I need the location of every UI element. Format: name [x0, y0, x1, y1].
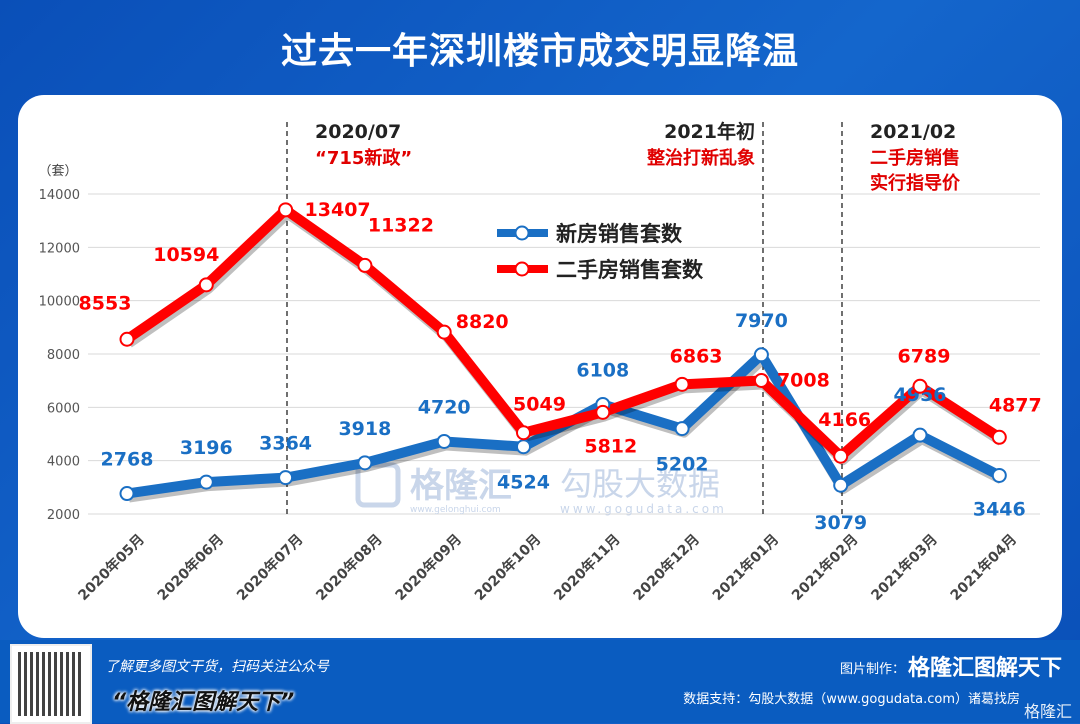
y-tick-label: 2000 [47, 508, 80, 523]
x-tick-label: 2020年11月 [550, 531, 623, 604]
x-tick-label: 2020年07月 [233, 531, 306, 604]
data-label: 7970 [735, 310, 788, 332]
qr-code [10, 644, 92, 724]
data-point [436, 433, 452, 449]
data-point [833, 448, 849, 464]
data-label: 7008 [777, 369, 830, 391]
data-label: 8820 [456, 311, 509, 333]
data-point [753, 347, 769, 363]
y-tick-label: 14000 [39, 188, 80, 203]
made-by-label: 图片制作： [839, 662, 905, 677]
annotation-text: 实行指导价 [870, 172, 961, 194]
annotation-title: 2021/02 [870, 121, 956, 143]
data-label: 5049 [513, 394, 566, 416]
data-label: 4720 [418, 396, 471, 418]
annotation-title: 2020/07 [315, 121, 401, 143]
data-label: 4877 [989, 394, 1042, 416]
data-point [357, 257, 373, 273]
data-label: 4166 [818, 409, 871, 431]
data-point [595, 404, 611, 420]
data-point [991, 467, 1007, 483]
y-axis-label: （套） [38, 163, 77, 179]
data-point [278, 470, 294, 486]
data-label: 3446 [973, 498, 1026, 520]
data-point [278, 202, 294, 218]
annotation-text: “715新政” [315, 147, 412, 169]
data-support: 数据支持：勾股大数据（www.gogudata.com）诸葛找房 [683, 692, 1020, 707]
data-label: 13407 [305, 199, 371, 221]
data-point [674, 421, 690, 437]
watermark-logo-icon [355, 462, 401, 508]
page-title: 过去一年深圳楼市成交明显降温 [280, 31, 799, 72]
data-point [357, 455, 373, 471]
data-point [674, 376, 690, 392]
data-point [991, 429, 1007, 445]
x-tick-label: 2021年03月 [868, 531, 941, 604]
data-label: 4956 [894, 384, 947, 406]
legend-label: 新房销售套数 [556, 222, 683, 246]
data-label: 6789 [898, 345, 951, 367]
chart-card [18, 95, 1062, 638]
line-chart: 2000 4000 6000 8000 10000 12000 14000 （套） 2020年0… [38, 120, 1042, 604]
data-point [119, 331, 135, 347]
x-tick-label: 2020年12月 [630, 531, 703, 604]
made-by: 格隆汇图解天下 [907, 656, 1062, 681]
data-point [516, 425, 531, 441]
data-label: 6863 [670, 345, 723, 367]
watermark-url2: www.gogudata.com [560, 502, 727, 516]
x-tick-label: 2021年01月 [709, 531, 782, 604]
data-point [198, 474, 214, 490]
y-tick-label: 4000 [47, 455, 80, 470]
watermark-brand2: 勾股大数据 [560, 465, 720, 503]
data-label: 3079 [814, 512, 867, 534]
footer: 了解更多图文干货，扫码关注公众号 “格隆汇图解天下” 图片制作： 格隆汇图解天下… [0, 640, 1080, 724]
data-label: 3196 [180, 437, 233, 459]
data-label: 3918 [338, 418, 391, 440]
y-tick-label: 10000 [39, 295, 80, 310]
y-tick-label: 12000 [39, 241, 80, 256]
x-tick-label: 2020年06月 [154, 531, 227, 604]
data-label: 11322 [368, 214, 434, 236]
data-point [436, 324, 452, 340]
data-label: 6108 [576, 359, 629, 381]
x-tick-label: 2020年09月 [392, 531, 465, 604]
x-tick-label: 2021年02月 [788, 531, 861, 604]
data-label: 5812 [584, 435, 637, 457]
x-tick-label: 2020年10月 [471, 531, 544, 604]
logo: 格隆汇 [1023, 702, 1072, 721]
data-label: 3364 [259, 433, 312, 455]
x-tick-label: 2021年04月 [947, 531, 1020, 604]
subscribe-text: 了解更多图文干货，扫码关注公众号 [105, 659, 329, 675]
data-label: 5202 [656, 454, 709, 476]
data-point [912, 378, 928, 394]
data-point [119, 486, 135, 502]
y-tick-label: 6000 [47, 401, 80, 416]
annotation-text: 二手房销售 [870, 147, 960, 169]
data-point [198, 277, 214, 293]
legend-marker [514, 225, 530, 241]
data-label: 10594 [153, 244, 219, 266]
data-point [516, 439, 531, 455]
annotation-title: 2021年初 [664, 120, 755, 143]
watermark-url1: www.gelonghui.com [410, 505, 501, 515]
slogan: “格隆汇图解天下” [112, 690, 295, 715]
data-label: 8553 [79, 292, 132, 314]
annotation-text: 整治打新乱象 [646, 147, 755, 169]
x-tick-label: 2020年05月 [75, 531, 148, 604]
data-point [912, 427, 928, 443]
legend-label: 二手房销售套数 [556, 258, 704, 282]
legend-marker [514, 261, 530, 277]
x-tick-label: 2020年08月 [313, 531, 386, 604]
watermark-brand1: 格隆汇 [410, 466, 512, 506]
data-label: 4524 [497, 472, 550, 494]
data-point [753, 372, 769, 388]
y-tick-label: 8000 [47, 348, 80, 363]
data-label: 2768 [101, 449, 154, 471]
data-point [833, 477, 849, 493]
series-line-resale [124, 204, 1003, 462]
